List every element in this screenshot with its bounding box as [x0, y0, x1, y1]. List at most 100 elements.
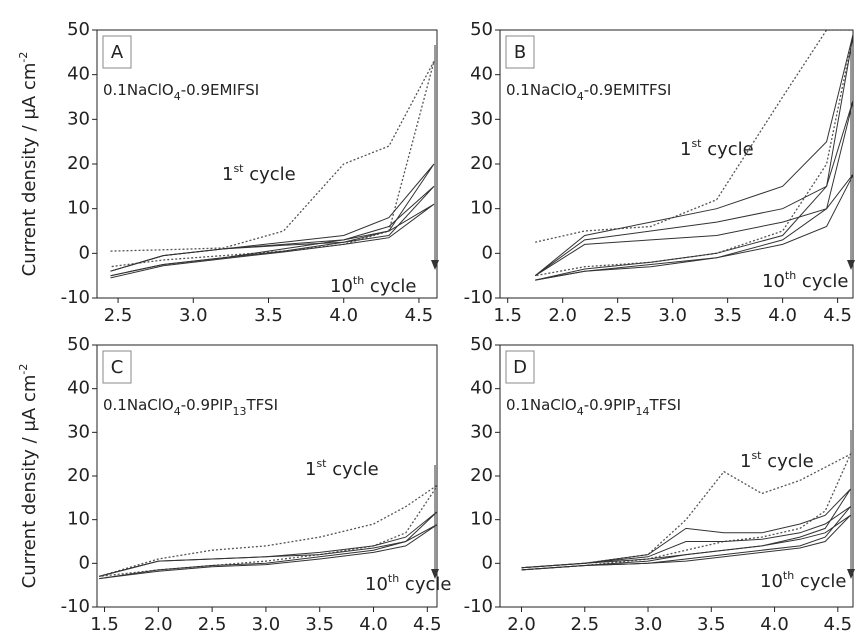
y-tick-label: 50: [470, 334, 493, 355]
annotation: 10th cycle: [762, 269, 848, 293]
y-tick-label: 50: [470, 19, 493, 40]
panel-subtitle-part: 4: [174, 405, 181, 418]
panel-label-box: [505, 350, 535, 384]
annotation: 1st cycle: [222, 162, 296, 186]
panel-subtitle-part: -0.9EMITFSI: [584, 81, 672, 99]
x-tick-label: 2.0: [144, 614, 173, 635]
x-tick-label: 3.0: [658, 305, 687, 326]
y-tick-label: 30: [470, 108, 493, 129]
x-tick-label: 3.5: [254, 305, 283, 326]
annotation: 10th cycle: [365, 572, 451, 596]
plot-frame: [96, 29, 438, 299]
annotation-part: cycle: [796, 271, 848, 292]
cycle-line: [110, 185, 435, 277]
panel-label-box: [102, 35, 132, 69]
annotation: 1st cycle: [740, 449, 814, 473]
annotation-part: th: [353, 274, 364, 287]
y-tick-label: 10: [470, 509, 493, 530]
annotation-part: st: [691, 137, 702, 150]
panel-subtitle-part: TFSI: [649, 396, 681, 414]
y-tick-label: 0: [482, 552, 493, 573]
panel-label: C: [111, 357, 124, 378]
y-tick-label: 50: [67, 334, 90, 355]
y-axis-label-part: -2: [17, 364, 30, 375]
cycle-line: [99, 484, 437, 578]
y-tick-label: 40: [67, 378, 90, 399]
annotation-part: 1: [680, 139, 691, 160]
panel-subtitle-part: -0.9PIP: [181, 396, 233, 414]
y-axis-label-part: -2: [17, 52, 30, 63]
annotation: 10th cycle: [330, 274, 416, 298]
x-tick-label: 4.5: [823, 305, 852, 326]
y-tick-label: 0: [79, 552, 90, 573]
cycle-line: [99, 524, 437, 580]
cycle-line: [110, 60, 435, 268]
panel-label-box: [102, 350, 132, 384]
panel-label: A: [111, 42, 124, 63]
annotation-part: 10: [330, 276, 353, 297]
panel-subtitle-part: 4: [174, 90, 181, 103]
x-tick-label: 4.5: [823, 614, 852, 635]
x-tick-label: 4.0: [359, 614, 388, 635]
cycle-line: [110, 203, 435, 279]
y-tick-label: 30: [67, 421, 90, 442]
annotation-part: cycle: [794, 571, 846, 592]
y-tick-label: 20: [470, 153, 493, 174]
annotation-part: th: [785, 269, 796, 282]
annotation-part: 1: [305, 459, 316, 480]
cycle-line: [535, 30, 853, 277]
annotation-part: cycle: [327, 459, 379, 480]
arrow-head: [847, 569, 855, 579]
x-tick-label: 4.5: [405, 305, 434, 326]
y-tick-label: 10: [470, 198, 493, 219]
panel-subtitle-part: 0.1NaClO: [506, 396, 577, 414]
x-tick-label: 4.5: [413, 614, 442, 635]
panel-subtitle: 0.1NaClO4-0.9PIP13TFSI: [103, 396, 278, 418]
cycle-line: [534, 173, 853, 281]
annotation-part: st: [233, 162, 244, 175]
y-tick-label: 50: [67, 19, 90, 40]
x-tick-label: 2.5: [104, 305, 133, 326]
plot-frame: [499, 344, 854, 608]
y-tick-label: 20: [470, 465, 493, 486]
plot-frame: [96, 344, 438, 608]
x-tick-label: 3.5: [713, 305, 742, 326]
arrow-head: [431, 569, 439, 579]
cycle-line: [521, 506, 851, 571]
panel-subtitle-part: 4: [577, 90, 584, 103]
y-axis-label: Current density / μA cm-2: [17, 364, 41, 589]
y-axis-label-part: Current density / μA cm: [19, 63, 40, 277]
plot-frame: [499, 29, 854, 299]
x-tick-label: 2.5: [570, 614, 599, 635]
annotation-part: 1: [740, 451, 751, 472]
panel-subtitle-part: 0.1NaClO: [103, 81, 174, 99]
y-tick-label: -10: [464, 287, 493, 308]
x-tick-label: 3.5: [305, 614, 334, 635]
panel-label-box: [505, 35, 535, 69]
y-tick-label: 40: [470, 64, 493, 85]
x-tick-label: 1.5: [493, 305, 522, 326]
annotation-part: 1: [222, 164, 233, 185]
y-tick-label: 0: [482, 242, 493, 263]
annotation-part: 10: [365, 574, 388, 595]
y-tick-label: 10: [67, 509, 90, 530]
annotation-part: cycle: [762, 451, 814, 472]
annotation-part: th: [388, 572, 399, 585]
annotation-part: st: [316, 457, 327, 470]
cycle-line: [534, 98, 853, 281]
panel-subtitle-part: 0.1NaClO: [506, 81, 577, 99]
panel-subtitle-part: -0.9EMIFSI: [181, 81, 259, 99]
x-tick-label: 3.0: [252, 614, 281, 635]
panel-label: B: [514, 42, 526, 63]
panel-subtitle-part: 14: [636, 405, 650, 418]
y-tick-label: 20: [67, 465, 90, 486]
y-tick-label: 30: [67, 108, 90, 129]
x-tick-label: 1.5: [90, 614, 119, 635]
annotation-part: cycle: [244, 164, 296, 185]
x-tick-label: 3.5: [697, 614, 726, 635]
panel-subtitle: 0.1NaClO4-0.9PIP14TFSI: [506, 396, 681, 418]
x-tick-label: 2.0: [507, 614, 536, 635]
annotation-part: 10: [760, 571, 783, 592]
